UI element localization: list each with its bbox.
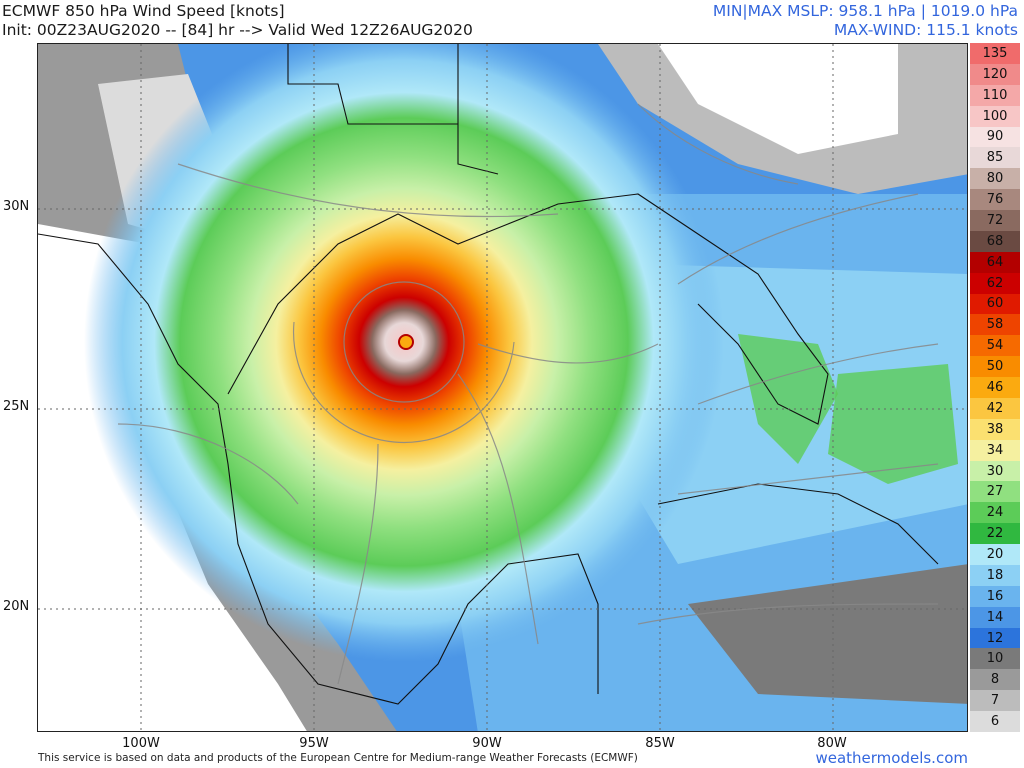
legend-level-64: 64 <box>970 251 1020 273</box>
legend-level-135: 135 <box>970 43 1020 64</box>
init-valid-line: Init: 00Z23AUG2020 -- [84] hr --> Valid … <box>2 21 473 39</box>
legend-level-58: 58 <box>970 314 1020 336</box>
legend-level-8: 8 <box>970 669 1020 691</box>
legend-level-24: 24 <box>970 502 1020 524</box>
map-svg <box>38 44 967 731</box>
mslp-line: MIN|MAX MSLP: 958.1 hPa | 1019.0 hPa <box>712 2 1018 20</box>
coastlines <box>38 44 939 705</box>
chart-header-left: ECMWF 850 hPa Wind Speed [knots] Init: 0… <box>2 2 473 40</box>
max-wind-line: MAX-WIND: 115.1 knots <box>833 21 1018 39</box>
legend-level-22: 22 <box>970 523 1020 545</box>
legend-level-100: 100 <box>970 105 1020 127</box>
legend-level-72: 72 <box>970 210 1020 231</box>
legend-level-60: 60 <box>970 293 1020 315</box>
chart-title: ECMWF 850 hPa Wind Speed [knots] <box>2 2 285 20</box>
hurricane-wind-field <box>84 44 724 662</box>
legend-level-10: 10 <box>970 648 1020 670</box>
legend-level-68: 68 <box>970 230 1020 252</box>
legend-level-7: 7 <box>970 690 1020 712</box>
legend-level-76: 76 <box>970 189 1020 211</box>
green-patch-bahamas <box>828 364 958 484</box>
legend-level-80: 80 <box>970 168 1020 190</box>
lon-label-95w: 95W <box>299 736 329 751</box>
low-wind-caribbean <box>688 564 967 704</box>
lon-label-100w: 100W <box>122 736 160 751</box>
legend-level-120: 120 <box>970 63 1020 85</box>
legend-level-20: 20 <box>970 544 1020 565</box>
legend-level-110: 110 <box>970 84 1020 106</box>
legend-level-6: 6 <box>970 711 1020 732</box>
ecmwf-attribution: This service is based on data and produc… <box>38 752 638 764</box>
legend-level-12: 12 <box>970 627 1020 649</box>
hurricane-eye <box>398 334 414 350</box>
legend-level-38: 38 <box>970 418 1020 440</box>
green-patch-florida <box>738 334 838 464</box>
lon-label-85w: 85W <box>645 736 675 751</box>
legend-level-14: 14 <box>970 606 1020 628</box>
legend-level-42: 42 <box>970 397 1020 419</box>
color-scale-legend: 135 120 110 100 90 85 80 76 72 68 64 62 60 58 54 50 46 42… <box>970 43 1020 732</box>
legend-level-16: 16 <box>970 585 1020 607</box>
brand-link[interactable]: weathermodels.com <box>815 749 968 767</box>
legend-level-54: 54 <box>970 335 1020 357</box>
lon-label-80w: 80W <box>817 736 847 751</box>
legend-level-30: 30 <box>970 460 1020 482</box>
lat-label-30n: 30N <box>3 199 30 214</box>
legend-level-50: 50 <box>970 356 1020 378</box>
calm-northeast <box>658 44 898 154</box>
legend-level-34: 34 <box>970 439 1020 461</box>
legend-level-46: 46 <box>970 377 1020 398</box>
lon-label-90w: 90W <box>472 736 502 751</box>
legend-level-18: 18 <box>970 564 1020 586</box>
legend-level-27: 27 <box>970 481 1020 503</box>
lat-label-25n: 25N <box>3 399 30 414</box>
legend-level-62: 62 <box>970 272 1020 294</box>
lat-label-20n: 20N <box>3 599 30 614</box>
wind-streamlines <box>117 103 939 685</box>
wind-speed-map <box>37 43 968 732</box>
graticule <box>38 44 967 731</box>
legend-level-85: 85 <box>970 147 1020 169</box>
legend-level-90: 90 <box>970 126 1020 148</box>
chart-header-right: MIN|MAX MSLP: 958.1 hPa | 1019.0 hPa MAX… <box>713 2 1018 40</box>
